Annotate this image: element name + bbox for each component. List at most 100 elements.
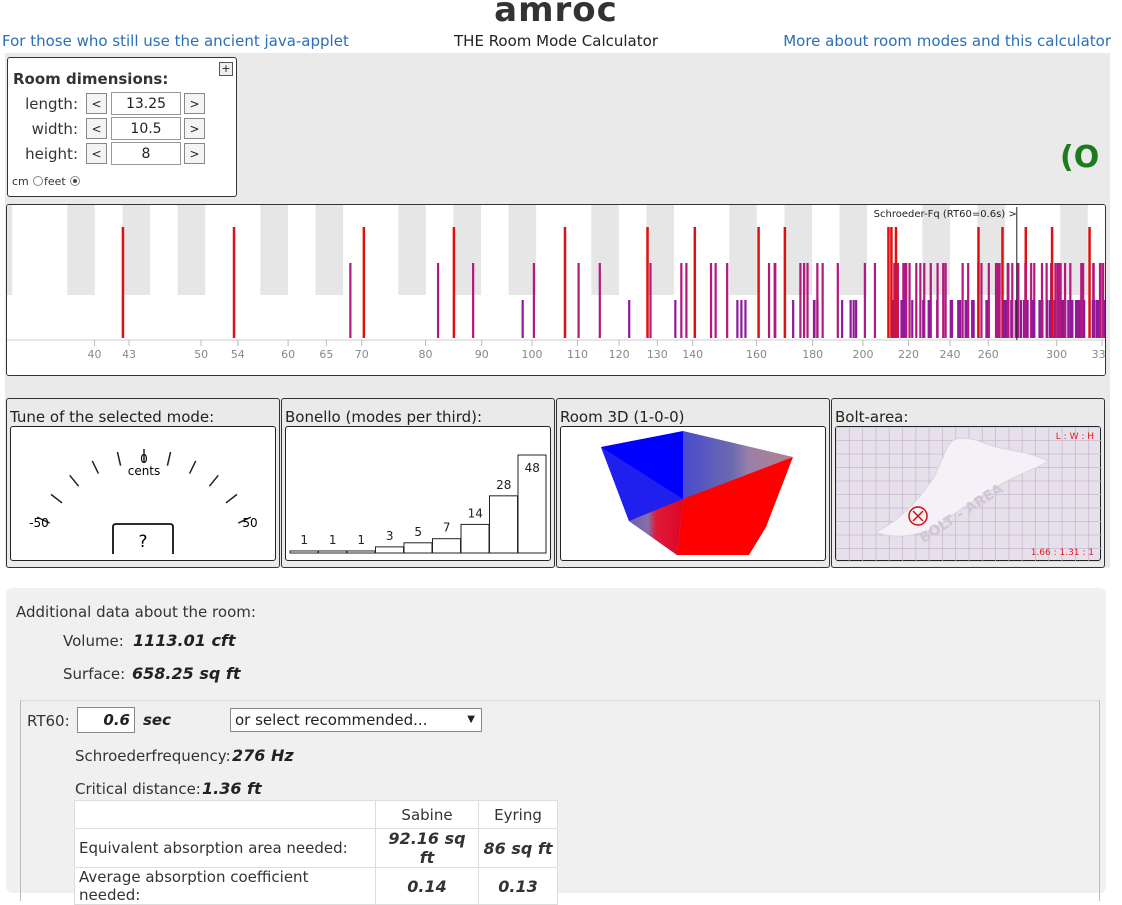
- tick-label: 100: [522, 348, 543, 361]
- absorption-area-eyring: 86 sq ft: [478, 828, 558, 868]
- absorption-table-wrap: Sabine Eyring Equivalent absorption area…: [74, 800, 558, 905]
- tick-label: 90: [475, 348, 489, 361]
- keyboard-black-key: [67, 205, 95, 295]
- unit-feet-label: feet: [44, 175, 66, 188]
- tick-label: 260: [978, 348, 999, 361]
- height-decrement-button[interactable]: <: [86, 143, 107, 164]
- keyboard-black-key: [591, 205, 619, 295]
- room3d-svg[interactable]: [561, 427, 827, 562]
- bolt-room-marker-icon: [908, 506, 928, 526]
- keyboard-black-key: [729, 205, 757, 295]
- java-applet-link[interactable]: For those who still use the ancient java…: [2, 32, 349, 50]
- keyboard-black-key: [315, 205, 344, 295]
- absorption-table: Sabine Eyring Equivalent absorption area…: [74, 800, 558, 905]
- rt60-recommended-select[interactable]: or select recommended... ▼: [230, 708, 482, 732]
- bonello-bar: [432, 538, 461, 554]
- height-input[interactable]: 8: [111, 142, 181, 165]
- length-increment-button[interactable]: >: [184, 93, 205, 114]
- surface-value: 658.25 sq ft: [132, 664, 241, 683]
- bonello-value-label: 3: [386, 529, 394, 543]
- plus-icon[interactable]: +: [219, 62, 233, 76]
- tick-label: 300: [1046, 348, 1067, 361]
- unit-cm-radio[interactable]: [33, 176, 43, 186]
- gauge-tick: [225, 493, 238, 504]
- tune-gauge: 0 cents -50 50?: [10, 426, 276, 561]
- bonello-value-label: 1: [300, 533, 308, 547]
- width-increment-button[interactable]: >: [184, 118, 205, 139]
- tick-label: 40: [88, 348, 102, 361]
- table-row: Average absorption coefficient needed: 0…: [74, 867, 558, 905]
- keyboard-black-key: [177, 205, 206, 295]
- keyboard-black-key: [398, 205, 426, 295]
- length-decrement-button[interactable]: <: [86, 93, 107, 114]
- unit-feet-radio[interactable]: [70, 176, 80, 186]
- bolt-panel: Bolt-area: BOLT - AREA L : W : H 1.66 : …: [831, 398, 1105, 568]
- tick-label: 110: [567, 348, 588, 361]
- keyboard-black-key: [260, 205, 288, 295]
- gauge-tick: [166, 451, 172, 466]
- tick-label: 54: [231, 348, 245, 361]
- bonello-bar: [346, 550, 376, 554]
- length-input[interactable]: 13.25: [111, 92, 181, 115]
- gauge-value: ?: [138, 532, 147, 552]
- absorption-coefficient-eyring: 0.13: [478, 867, 558, 905]
- volume-label: Volume:: [63, 632, 124, 650]
- tick-label: 50: [194, 348, 208, 361]
- rt60-label: RT60:: [27, 712, 70, 730]
- tick-label: 130: [647, 348, 668, 361]
- tune-title: Tune of the selected mode:: [10, 408, 215, 426]
- bonello-bar: [460, 523, 490, 554]
- gauge-value-box: [112, 523, 174, 554]
- width-decrement-button[interactable]: <: [86, 118, 107, 139]
- chevron-down-icon: ▼: [467, 714, 475, 725]
- rt60-unit: sec: [143, 711, 171, 729]
- bonello-value-label: 48: [525, 461, 540, 475]
- gauge-max-label: 50: [242, 516, 257, 530]
- schroeder-label: Schroeder-Fq (RT60=0.6s) >: [874, 209, 1017, 220]
- bonello-value-label: 1: [329, 533, 337, 547]
- rt60-input[interactable]: 0.6: [77, 707, 135, 733]
- mode-chart-svg[interactable]: 40 43 50 54 60 65 70 80 90 100 110 120 130 140 160 180 2…: [7, 205, 1105, 375]
- bolt-ratio-value: 1.66 : 1.31 : 1: [1031, 548, 1094, 558]
- width-label: width:: [31, 120, 78, 138]
- room3d-top-face: [683, 431, 793, 499]
- tick-label: 180: [802, 348, 823, 361]
- bonello-chart-svg: 1 1 1 3 5 7 14 28 48: [289, 454, 547, 554]
- room-dimensions-title: Room dimensions:: [13, 70, 169, 88]
- room3d-blend-face: [629, 499, 683, 555]
- gauge-tick: [50, 493, 63, 504]
- width-input[interactable]: 10.5: [111, 117, 181, 140]
- tick-label: 140: [682, 348, 703, 361]
- bonello-panel: Bonello (modes per third): 1 1 1 3 5 7 14 28 48: [281, 398, 555, 568]
- room3d-view[interactable]: [560, 426, 826, 561]
- tick-label: 65: [319, 348, 333, 361]
- gauge-min-label: -50: [29, 516, 49, 530]
- tick-label: 43: [122, 348, 136, 361]
- gauge-tick: [69, 474, 80, 487]
- absorption-area-sabine: 92.16 sq ft: [375, 828, 479, 868]
- keyboard-black-key: [508, 205, 537, 295]
- table-header-eyring: Eyring: [478, 800, 558, 829]
- bonello-bar: [375, 546, 404, 554]
- keyboard-black-key: [122, 205, 151, 295]
- schroeder-value: 276 Hz: [232, 746, 294, 765]
- tick-label: 70: [355, 348, 369, 361]
- tick-label: 60: [281, 348, 295, 361]
- tick-label: 220: [898, 348, 919, 361]
- bolt-title: Bolt-area:: [835, 408, 909, 426]
- tick-label: 200: [853, 348, 874, 361]
- keyboard-black-key: [7, 205, 13, 295]
- mode-chart[interactable]: 40 43 50 54 60 65 70 80 90 100 110 120 130 140 160 180 2…: [6, 204, 1106, 376]
- tick-label: 160: [746, 348, 767, 361]
- height-increment-button[interactable]: >: [184, 143, 205, 164]
- schroeder-label: Schroederfrequency:: [75, 747, 231, 765]
- bolt-ratio-header: L : W : H: [1056, 432, 1094, 442]
- length-label: length:: [25, 95, 78, 113]
- bonello-value-label: 28: [496, 478, 511, 492]
- bonello-title: Bonello (modes per third):: [285, 408, 483, 426]
- absorption-coefficient-label: Average absorption coefficient needed:: [74, 867, 376, 905]
- tick-label: 80: [418, 348, 432, 361]
- bolt-region-shape: [874, 437, 1049, 537]
- about-link[interactable]: More about room modes and this calculato…: [783, 32, 1111, 50]
